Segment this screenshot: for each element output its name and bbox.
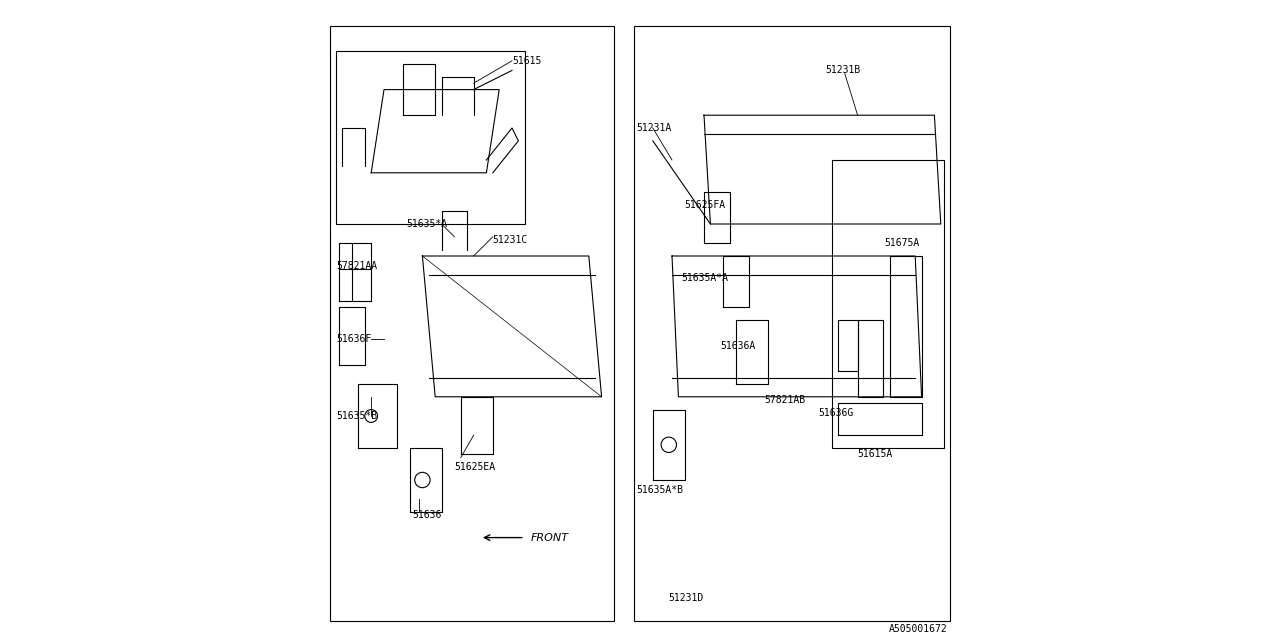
Text: 57821AB: 57821AB [765,395,806,405]
Text: A505001672: A505001672 [888,623,947,634]
Text: 51231D: 51231D [668,593,704,604]
Text: 51636A: 51636A [719,340,755,351]
Bar [634,26,951,621]
Text: 51636F: 51636F [335,334,371,344]
Text: 51615A: 51615A [858,449,893,460]
Text: 51625EA: 51625EA [454,462,495,472]
Bar [330,26,614,621]
Text: 51636G: 51636G [818,408,854,418]
Text: 51675A: 51675A [884,238,920,248]
Text: 51636: 51636 [412,510,442,520]
Text: 51635*A: 51635*A [407,219,448,229]
Text: 57821AA: 57821AA [335,260,378,271]
Text: 51635A*A: 51635A*A [681,273,728,284]
Text: 51635A*B: 51635A*B [637,484,684,495]
Text: 51231B: 51231B [826,65,861,76]
Text: 51635*B: 51635*B [335,411,378,421]
Bar [335,51,525,224]
Text: 51625FA: 51625FA [685,200,726,210]
Text: FRONT: FRONT [531,532,570,543]
Text: 51615: 51615 [512,56,541,66]
Text: 51231A: 51231A [637,123,672,133]
Bar [832,160,945,448]
Text: 51231C: 51231C [493,235,529,245]
